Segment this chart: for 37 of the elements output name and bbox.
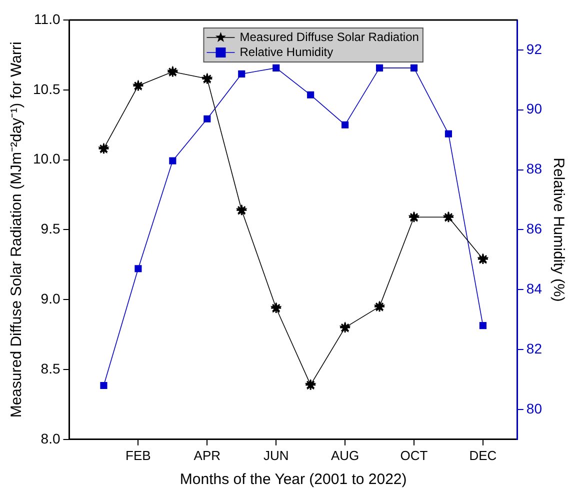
x-tick-label: DEC xyxy=(469,448,497,463)
y2-tick-label: 90 xyxy=(526,100,542,117)
point xyxy=(307,91,314,98)
point xyxy=(410,64,418,72)
x-tick-label: AUG xyxy=(330,448,360,463)
point xyxy=(376,64,384,72)
point xyxy=(134,265,142,272)
y-tick-label: 11.0 xyxy=(34,10,60,27)
x-tick-label: OCT xyxy=(400,448,428,463)
y-tick-label: 9.5 xyxy=(40,220,60,237)
y2-tick-label: 88 xyxy=(526,160,542,177)
y2-tick-label: 82 xyxy=(526,340,542,356)
y2-tick-label: 92 xyxy=(526,40,542,57)
x-axis-title: Months of the Year (2001 to 2022) xyxy=(180,471,407,488)
y-tick-label: 10.5 xyxy=(33,80,60,97)
point xyxy=(444,130,452,138)
point xyxy=(479,322,486,330)
y-tick-label: 8.0 xyxy=(40,430,60,446)
legend-label: Relative Humidity xyxy=(240,44,334,59)
point xyxy=(272,64,280,72)
y2-tick-label: 84 xyxy=(526,280,542,296)
x-tick-label: JUN xyxy=(263,448,289,463)
y-axis-title: Measured Diffuse Solar Radiation (MJm⁻²day⁻¹) for Warri xyxy=(8,42,26,418)
point xyxy=(342,121,349,128)
y2-tick-label: 80 xyxy=(526,400,542,416)
y2-axis-title: Relative Humidity (%) xyxy=(550,158,567,302)
x-tick-label: FEB xyxy=(126,448,151,463)
point xyxy=(169,157,176,164)
y2-tick-label: 86 xyxy=(526,220,542,237)
y-tick-label: 10.0 xyxy=(33,150,60,167)
legend-label: Measured Diffuse Solar Radiation xyxy=(240,30,419,44)
y-tick-label: 8.5 xyxy=(40,360,60,376)
y-tick-label: 9.0 xyxy=(40,290,60,306)
x-tick-label: APR xyxy=(194,448,221,463)
point xyxy=(100,382,108,390)
point xyxy=(204,115,211,122)
point xyxy=(238,70,246,78)
